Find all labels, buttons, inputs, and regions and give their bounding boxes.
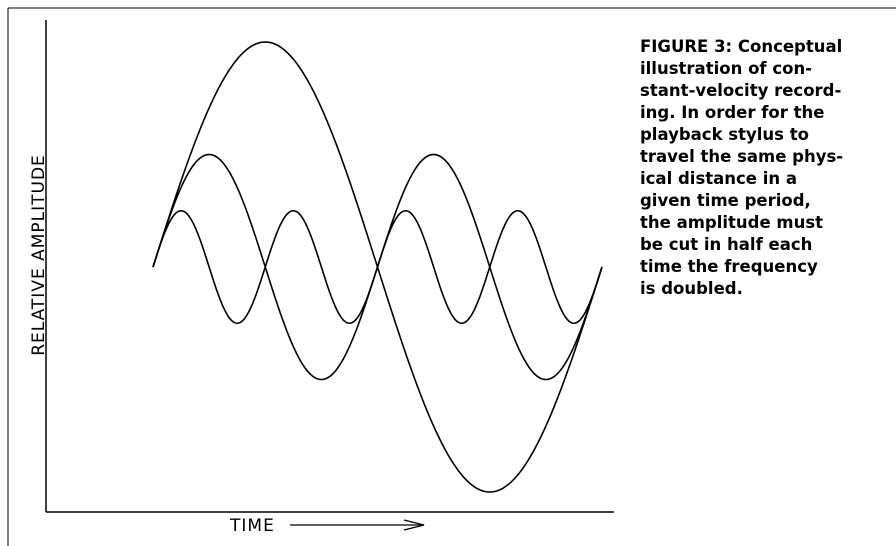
caption-line: is doubled. (640, 279, 743, 298)
caption-line: illustration of con- (640, 59, 812, 78)
caption-line: the amplitude must (640, 213, 823, 232)
x-axis-label: TIME (229, 516, 275, 536)
wave (152, 209, 603, 325)
y-axis-label: RELATIVE AMPLITUDE (29, 154, 49, 356)
caption-line: playback stylus to (640, 125, 809, 144)
waves (152, 41, 603, 493)
caption: FIGURE 3: Conceptual illustration of con-… (640, 37, 843, 298)
caption-line: travel the same phys- (640, 147, 843, 166)
caption-line: ing. In order for the (640, 103, 824, 122)
caption-line: given time period, (640, 191, 811, 210)
caption-line: be cut in half each (640, 235, 812, 254)
caption-line: ical distance in a (640, 169, 797, 188)
caption-line: stant-velocity record- (640, 81, 841, 100)
caption-line: time the frequency (640, 257, 818, 276)
caption-line: FIGURE 3: Conceptual (640, 37, 842, 56)
time-arrow-head (403, 519, 425, 531)
